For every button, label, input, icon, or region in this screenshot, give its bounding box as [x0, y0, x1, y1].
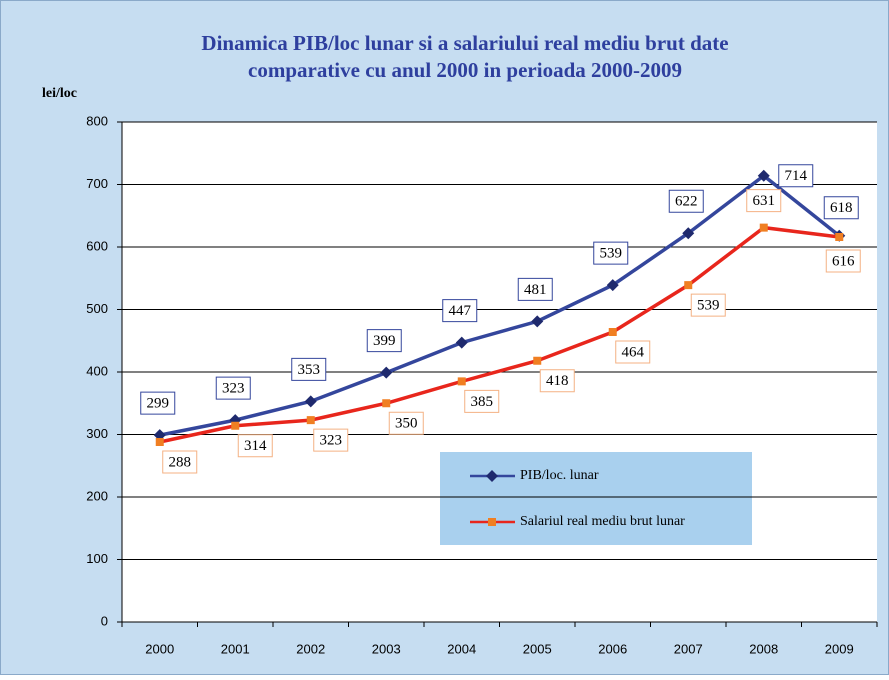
data-label-box — [313, 428, 349, 452]
series-line — [159, 225, 840, 444]
data-label: 418 — [546, 373, 569, 389]
data-label-box — [140, 391, 176, 415]
data-label-box — [746, 189, 782, 213]
x-tick-label: 2004 — [447, 641, 476, 656]
data-label-box — [825, 249, 861, 273]
data-label-box — [593, 241, 629, 265]
series-line — [159, 173, 841, 437]
marker — [533, 356, 542, 365]
data-label: 464 — [622, 344, 645, 360]
marker — [382, 399, 391, 408]
data-label: 314 — [244, 438, 267, 454]
x-tick-label: 2009 — [825, 641, 854, 656]
marker — [608, 328, 617, 336]
data-label-box — [162, 450, 198, 474]
x-tick-label: 2002 — [296, 641, 325, 656]
y-tick-label: 100 — [86, 551, 108, 566]
y-tick-label: 500 — [86, 301, 108, 316]
data-label-box — [690, 293, 726, 317]
y-tick-label: 600 — [86, 238, 108, 253]
data-label: 323 — [320, 433, 343, 449]
data-label-box — [517, 277, 553, 301]
data-label: 350 — [395, 416, 418, 432]
legend-label: PIB/loc. lunar — [520, 468, 599, 483]
data-label: 447 — [449, 303, 472, 319]
data-label-box — [464, 389, 500, 413]
marker — [306, 416, 315, 425]
data-label: 631 — [753, 193, 776, 209]
data-label: 481 — [524, 282, 547, 298]
data-label: 618 — [830, 200, 853, 216]
x-tick-label: 2000 — [145, 641, 174, 656]
data-label-box — [778, 164, 814, 188]
y-tick-label: 700 — [86, 176, 108, 191]
marker — [231, 421, 240, 430]
data-label: 539 — [600, 246, 623, 262]
marker — [304, 395, 317, 408]
data-label-box — [237, 434, 273, 458]
marker — [531, 315, 544, 328]
marker — [488, 518, 496, 526]
y-tick-label: 800 — [86, 113, 108, 128]
data-label: 299 — [147, 396, 170, 412]
marker — [684, 281, 693, 290]
chart-title: Dinamica PIB/loc lunar si a salariului r… — [201, 31, 728, 55]
data-label: 323 — [222, 381, 245, 397]
data-label-box — [215, 376, 251, 400]
y-axis-label: lei/loc — [42, 86, 77, 101]
y-tick-label: 300 — [86, 426, 108, 441]
marker — [155, 438, 164, 446]
x-tick-label: 2003 — [372, 641, 401, 656]
y-tick-label: 400 — [86, 363, 108, 378]
data-label: 399 — [373, 333, 396, 349]
data-label: 622 — [675, 194, 698, 210]
data-label: 539 — [697, 298, 720, 314]
marker — [380, 366, 393, 379]
data-label-box — [823, 196, 859, 220]
marker — [486, 470, 498, 482]
marker — [759, 223, 768, 232]
marker — [606, 279, 619, 292]
legend — [440, 452, 752, 545]
data-label-box — [442, 299, 478, 323]
x-tick-label: 2007 — [674, 641, 703, 656]
data-label: 353 — [298, 362, 321, 378]
data-label: 288 — [169, 454, 192, 470]
chart-title: comparative cu anul 2000 in perioada 200… — [248, 58, 682, 82]
marker — [757, 169, 770, 182]
x-tick-label: 2006 — [598, 641, 627, 656]
legend-label: Salariul real mediu brut lunar — [520, 514, 685, 529]
y-tick-label: 0 — [101, 613, 108, 628]
x-tick-label: 2008 — [749, 641, 778, 656]
data-label-box — [615, 340, 651, 364]
marker — [835, 233, 844, 241]
data-label: 714 — [785, 168, 808, 184]
data-label: 616 — [832, 253, 855, 269]
marker — [682, 227, 695, 240]
y-tick-label: 200 — [86, 488, 108, 503]
data-label-box — [539, 369, 575, 393]
data-label: 385 — [471, 394, 494, 410]
data-label-box — [291, 357, 327, 381]
x-tick-label: 2001 — [221, 641, 250, 656]
data-label-box — [668, 189, 704, 213]
data-label-box — [388, 411, 424, 435]
marker — [457, 377, 466, 386]
data-label-box — [366, 329, 402, 353]
x-tick-label: 2005 — [523, 641, 552, 656]
marker — [455, 336, 468, 349]
